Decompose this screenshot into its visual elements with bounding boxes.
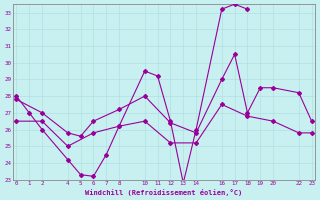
X-axis label: Windchill (Refroidissement éolien,°C): Windchill (Refroidissement éolien,°C)	[85, 189, 243, 196]
